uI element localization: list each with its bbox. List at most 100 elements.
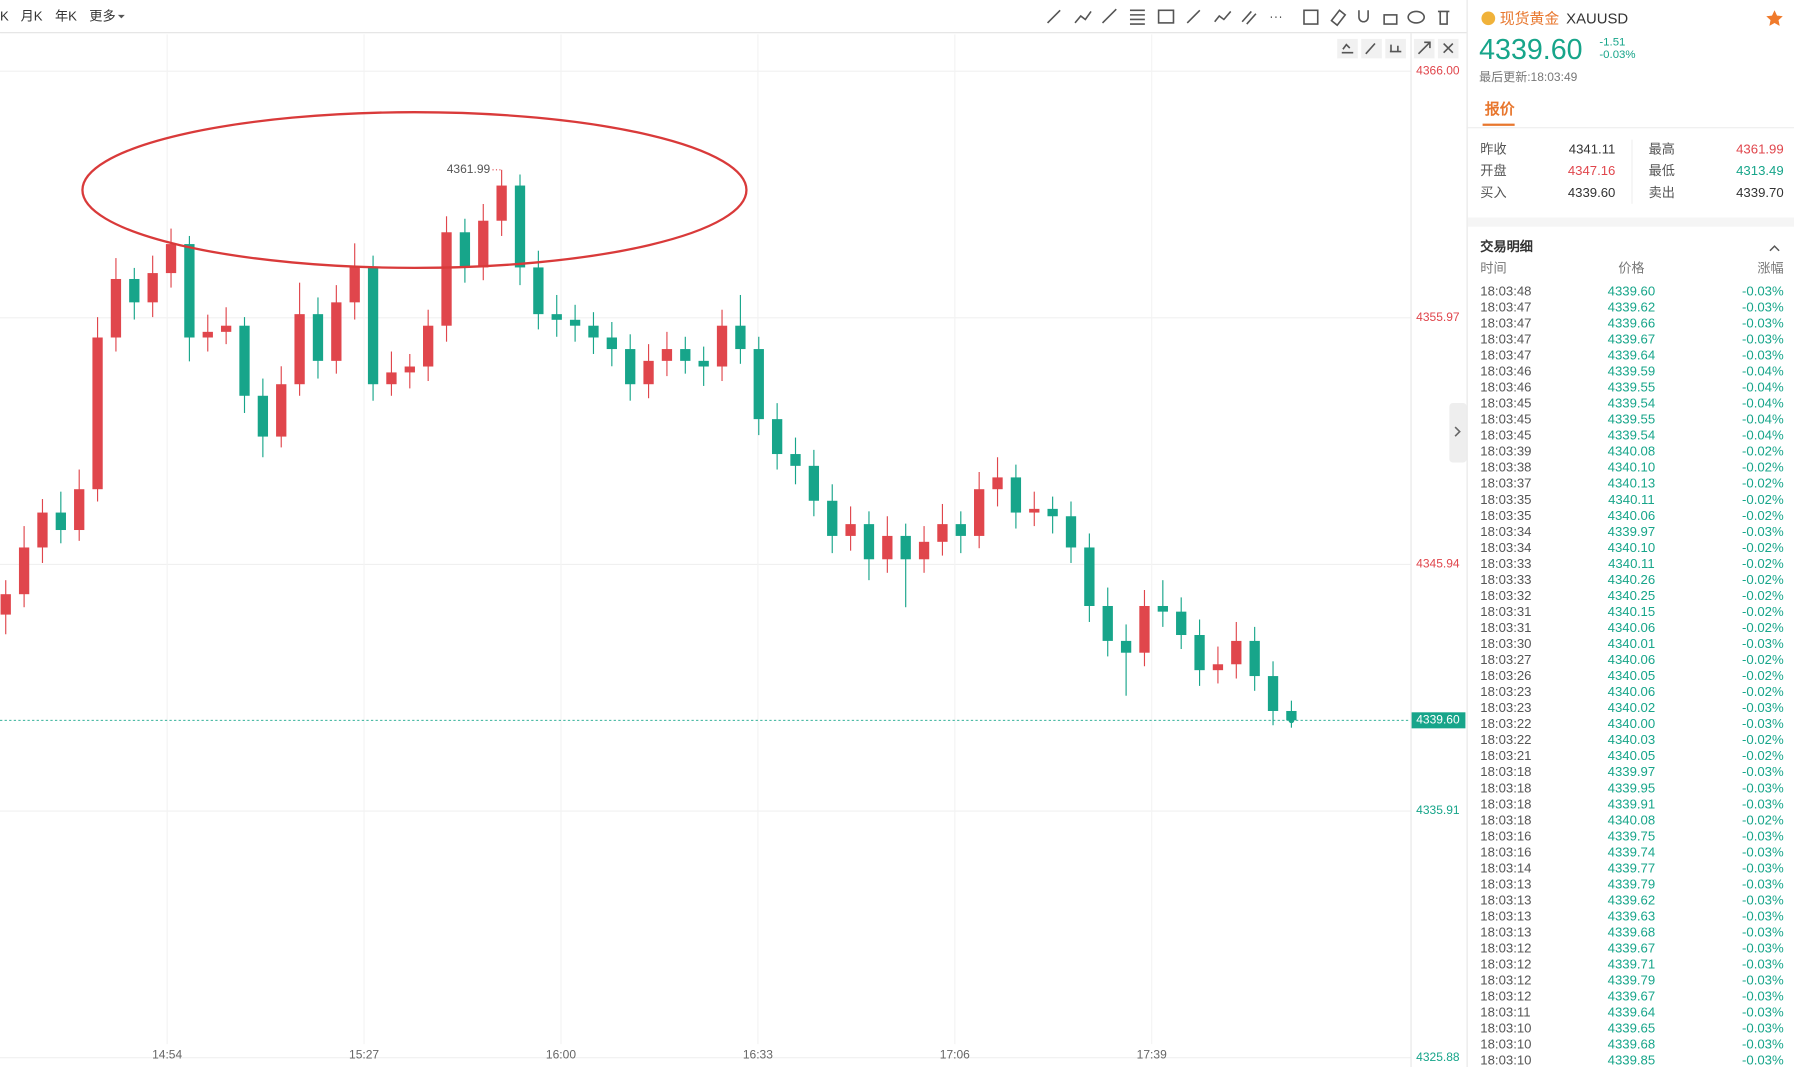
trade-time: 18:03:27 — [1480, 652, 1531, 667]
candle-body — [367, 267, 379, 385]
y-tick-label: 4325.88 — [1416, 1050, 1460, 1064]
stat-value: 4347.16 — [1568, 163, 1616, 178]
candle-body — [661, 349, 673, 361]
trade-price: 4339.74 — [1608, 844, 1656, 859]
trade-change: -0.02% — [1742, 588, 1784, 603]
tool-icon[interactable] — [1129, 9, 1145, 25]
x-tick-label: 14:54 — [152, 1048, 182, 1062]
trade-time: 18:03:47 — [1480, 299, 1531, 314]
candle-body — [937, 524, 948, 542]
trade-change: -0.03% — [1742, 892, 1784, 907]
trade-change: -0.03% — [1742, 844, 1784, 859]
candle-body — [771, 419, 783, 455]
stat-label: 最高 — [1649, 140, 1675, 156]
trade-change: -0.02% — [1742, 684, 1784, 699]
trade-change: -0.03% — [1742, 941, 1784, 956]
tool-icon[interactable] — [1046, 9, 1061, 24]
tool-icon[interactable] — [1074, 10, 1092, 24]
trade-change: -0.02% — [1742, 812, 1784, 827]
tool-icon[interactable] — [1214, 10, 1232, 23]
trade-time: 18:03:13 — [1480, 908, 1531, 923]
trade-price: 4339.54 — [1608, 428, 1656, 443]
trade-price: 4340.06 — [1608, 652, 1656, 667]
tool-icon[interactable] — [1383, 14, 1398, 25]
tool-icon[interactable] — [1330, 9, 1347, 27]
trade-time: 18:03:32 — [1480, 588, 1531, 603]
last-price: 4339.60 — [1479, 34, 1582, 66]
tool-icon[interactable] — [1437, 10, 1450, 25]
candle-body — [643, 360, 654, 385]
candle-body — [753, 349, 764, 420]
trade-change: -0.02% — [1742, 444, 1784, 459]
trade-change: -0.02% — [1742, 620, 1784, 635]
candle-body — [239, 325, 250, 396]
tool-icon[interactable] — [1101, 8, 1117, 24]
collapse-tab[interactable] — [1449, 402, 1467, 463]
control-button[interactable] — [1385, 38, 1406, 59]
trade-price: 4340.03 — [1608, 732, 1656, 747]
favorite-star[interactable] — [1766, 10, 1783, 26]
highlight-ellipse — [81, 111, 748, 270]
control-button[interactable] — [1361, 38, 1382, 59]
trade-change: -0.03% — [1742, 700, 1784, 715]
trade-change: -0.02% — [1742, 508, 1784, 523]
candle-body — [790, 454, 801, 466]
instrument-symbol: XAUUSD — [1566, 11, 1628, 27]
more-menu[interactable]: 更多 — [89, 8, 115, 24]
tool-icon[interactable] — [1303, 9, 1319, 25]
trade-price: 4339.67 — [1608, 331, 1656, 346]
stat-label: 开盘 — [1480, 162, 1506, 178]
candle-body — [312, 314, 324, 361]
period-tab[interactable]: 年K — [55, 9, 77, 24]
trade-change: -0.02% — [1742, 556, 1784, 571]
control-button[interactable] — [1337, 38, 1358, 59]
trade-change: -0.03% — [1742, 1021, 1784, 1036]
trade-time: 18:03:23 — [1480, 700, 1531, 715]
trade-price: 4340.06 — [1608, 620, 1656, 635]
trade-time: 18:03:47 — [1480, 315, 1531, 330]
quote-tab[interactable]: 报价 — [1485, 101, 1515, 118]
period-tab[interactable]: 月K — [21, 9, 43, 24]
period-tab[interactable]: K — [0, 9, 9, 24]
trade-change: -0.03% — [1742, 283, 1784, 298]
candle-body — [1120, 640, 1132, 653]
candle-body — [918, 541, 930, 560]
stat-label: 昨收 — [1480, 141, 1506, 156]
trade-price: 4340.15 — [1608, 604, 1656, 619]
trade-time: 18:03:35 — [1480, 508, 1531, 523]
trade-time: 18:03:13 — [1480, 892, 1531, 907]
candle-body — [1065, 516, 1077, 548]
tool-icon[interactable] — [1186, 9, 1201, 24]
trade-price: 4339.63 — [1608, 908, 1656, 923]
column-header: 价格 — [1618, 261, 1644, 276]
candle-body — [1286, 710, 1297, 721]
tool-icon[interactable] — [1358, 10, 1369, 23]
collapse-chevron[interactable] — [1769, 245, 1780, 252]
tool-icon[interactable] — [1407, 10, 1426, 24]
trade-change: -0.02% — [1742, 748, 1784, 763]
trade-time: 18:03:13 — [1480, 925, 1531, 940]
trade-time: 18:03:47 — [1480, 331, 1531, 346]
candle-body — [863, 524, 875, 560]
candle-body — [569, 319, 581, 326]
candle-body — [423, 325, 434, 367]
candle-body — [257, 395, 269, 437]
trade-price: 4339.71 — [1608, 957, 1656, 972]
trade-change: -0.03% — [1742, 876, 1784, 891]
candle-body — [808, 465, 820, 501]
candle-body — [625, 349, 636, 385]
trade-time: 18:03:33 — [1480, 556, 1531, 571]
y-tick-label: 4335.91 — [1416, 803, 1460, 817]
tool-icon[interactable] — [1157, 9, 1175, 24]
tool-icon[interactable] — [1241, 10, 1257, 25]
trade-change: -0.03% — [1742, 299, 1784, 314]
trade-change: -0.03% — [1742, 764, 1784, 779]
trade-time: 18:03:16 — [1480, 828, 1531, 843]
trade-price: 4340.11 — [1608, 556, 1655, 571]
trade-time: 18:03:39 — [1480, 444, 1531, 459]
x-tick-label: 16:33 — [743, 1048, 773, 1062]
x-tick-label: 15:27 — [349, 1048, 379, 1062]
control-icon — [1365, 42, 1376, 55]
trade-price: 4340.26 — [1608, 572, 1656, 587]
